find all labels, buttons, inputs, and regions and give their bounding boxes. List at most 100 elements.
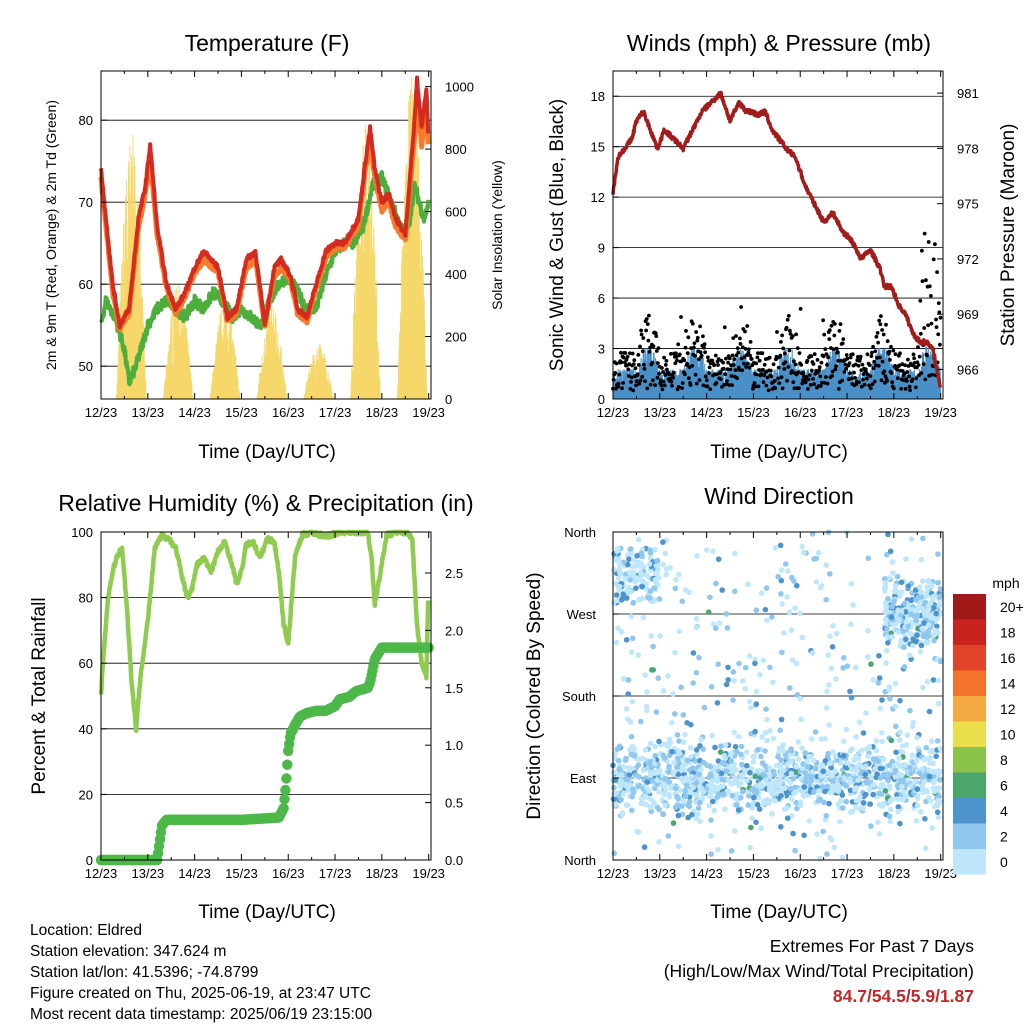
gust-point xyxy=(630,351,635,356)
direction-point xyxy=(936,602,943,608)
x-tick-label: 13/23 xyxy=(132,405,165,420)
direction-point xyxy=(917,648,924,655)
direction-point xyxy=(660,811,667,817)
direction-point xyxy=(763,706,769,712)
direction-point xyxy=(708,793,714,800)
direction-point xyxy=(882,580,889,586)
gust-point xyxy=(809,368,814,373)
direction-point xyxy=(791,578,797,584)
gust-point xyxy=(764,383,769,388)
gust-point xyxy=(908,388,912,393)
direction-point xyxy=(843,726,850,733)
gust-point xyxy=(734,334,738,338)
direction-point xyxy=(644,707,650,714)
gust-point xyxy=(654,349,659,353)
gust-point xyxy=(825,363,829,367)
direction-point xyxy=(929,825,936,831)
direction-points xyxy=(610,529,944,862)
temp2m-line xyxy=(99,75,431,330)
direction-point xyxy=(611,850,617,857)
direction-point xyxy=(657,633,663,639)
direction-point xyxy=(754,801,761,808)
direction-point xyxy=(914,632,920,638)
direction-point xyxy=(870,791,876,798)
gust-point xyxy=(796,370,801,374)
gust-point xyxy=(721,366,726,371)
direction-point xyxy=(884,626,890,632)
direction-point xyxy=(782,561,789,567)
direction-point xyxy=(733,802,740,808)
direction-point xyxy=(643,581,650,587)
direction-point xyxy=(779,601,785,607)
direction-point xyxy=(682,587,689,593)
gust-point xyxy=(729,363,733,367)
direction-point xyxy=(844,663,851,669)
gust-point xyxy=(749,357,754,361)
direction-point xyxy=(656,806,662,813)
direction-point xyxy=(784,776,790,783)
gust-point xyxy=(930,372,934,377)
direction-point xyxy=(780,748,787,754)
gust-point xyxy=(747,347,751,352)
direction-point xyxy=(850,602,856,608)
direction-point xyxy=(889,559,896,565)
gust-point xyxy=(623,351,628,355)
y-tick-label: East xyxy=(570,771,596,786)
gust-point xyxy=(639,328,643,333)
direction-point xyxy=(694,553,700,559)
colorbar-label: 4 xyxy=(1000,803,1008,819)
station-elevation: Station elevation: 347.624 m xyxy=(30,943,227,960)
gust-point xyxy=(842,370,847,374)
gust-point xyxy=(868,374,873,378)
direction-point xyxy=(907,764,913,771)
direction-point xyxy=(843,798,849,805)
direction-point xyxy=(775,753,781,760)
gust-point xyxy=(838,322,843,326)
direction-point xyxy=(695,805,702,811)
direction-point xyxy=(647,547,653,553)
colorbar-swatch xyxy=(953,772,986,798)
direction-point xyxy=(644,779,651,785)
gust-point xyxy=(923,377,928,382)
direction-point xyxy=(629,563,635,569)
gust-point xyxy=(757,368,761,372)
direction-point xyxy=(908,770,914,777)
gust-point xyxy=(836,359,841,363)
direction-point xyxy=(815,549,822,556)
y-right-tick-label: 800 xyxy=(445,142,467,157)
gust-point xyxy=(872,359,877,364)
x-tick-label: 16/23 xyxy=(784,405,817,420)
colorbar-label: 8 xyxy=(1000,752,1008,768)
direction-point xyxy=(623,783,629,789)
direction-point xyxy=(682,793,689,799)
direction-point xyxy=(751,794,757,801)
direction-point xyxy=(839,854,846,861)
gust-point xyxy=(880,359,885,364)
direction-point xyxy=(925,622,932,628)
gust-point xyxy=(727,383,732,387)
direction-point xyxy=(935,677,942,684)
direction-point xyxy=(803,778,809,785)
direction-point xyxy=(788,785,795,792)
x-tick-label: 14/23 xyxy=(178,866,211,881)
direction-point xyxy=(773,789,779,795)
direction-point xyxy=(877,705,884,712)
direction-point xyxy=(888,614,895,620)
gust-point xyxy=(811,377,815,381)
direction-point xyxy=(656,738,662,745)
gust-point xyxy=(637,381,642,386)
direction-point xyxy=(676,759,682,766)
direction-point xyxy=(865,555,872,562)
gust-point xyxy=(821,354,826,359)
direction-point xyxy=(929,594,936,600)
solar-insolation-spike xyxy=(256,307,288,399)
gust-point xyxy=(733,368,738,372)
direction-point xyxy=(924,679,931,685)
direction-point xyxy=(738,743,745,750)
direction-point xyxy=(757,768,764,774)
direction-point xyxy=(623,755,629,762)
direction-point xyxy=(671,759,677,766)
direction-point xyxy=(635,652,642,658)
gust-point xyxy=(873,349,878,354)
direction-point xyxy=(623,595,630,601)
